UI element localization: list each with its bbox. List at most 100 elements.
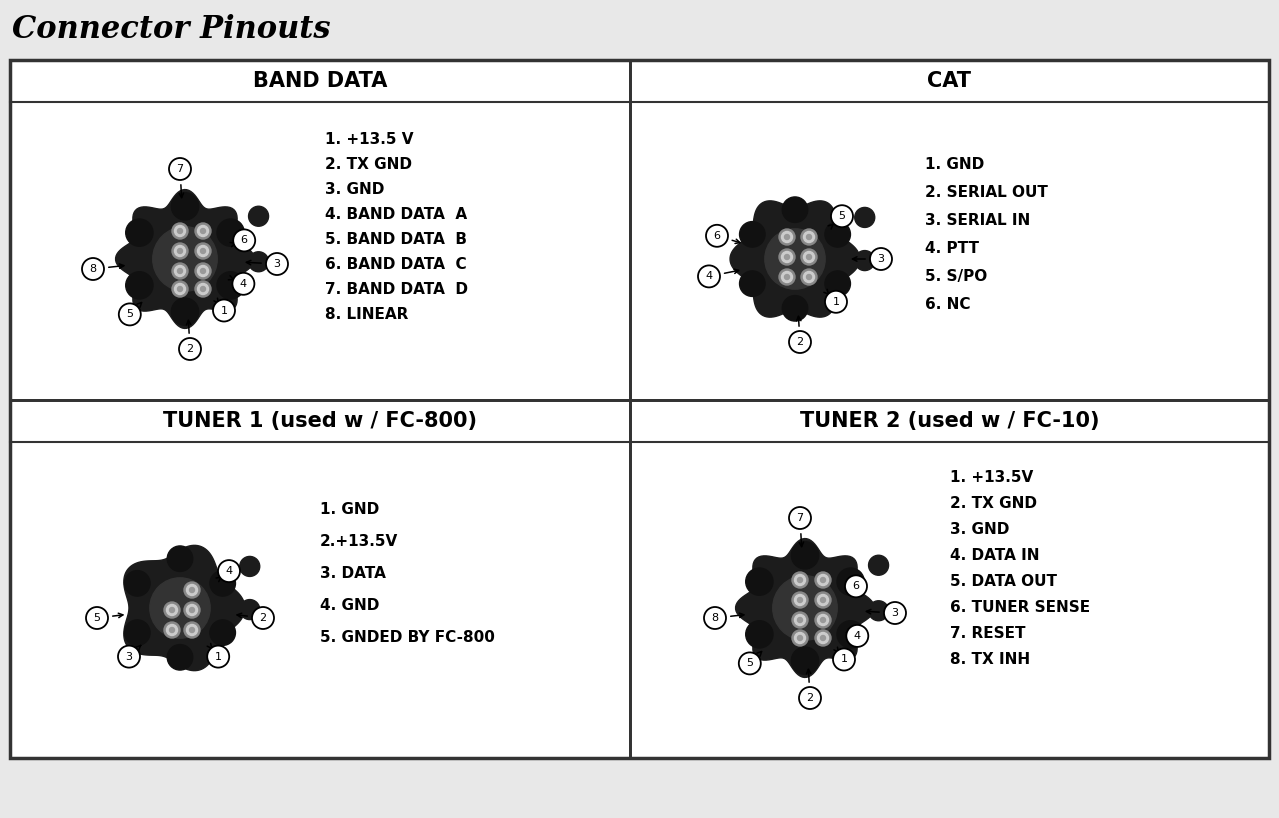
Text: 4: 4 (225, 566, 233, 576)
Text: 2. TX GND: 2. TX GND (325, 157, 412, 172)
Text: 8: 8 (711, 613, 719, 623)
Text: 4. DATA IN: 4. DATA IN (950, 548, 1040, 563)
Circle shape (187, 585, 197, 596)
Text: 8. LINEAR: 8. LINEAR (325, 307, 408, 322)
Circle shape (807, 275, 811, 280)
Text: 1. +13.5 V: 1. +13.5 V (325, 132, 413, 147)
Circle shape (798, 597, 802, 603)
Circle shape (86, 607, 107, 629)
Circle shape (207, 645, 229, 667)
Text: 2. SERIAL OUT: 2. SERIAL OUT (925, 185, 1048, 200)
Circle shape (792, 647, 819, 674)
Text: 3. DATA: 3. DATA (320, 566, 386, 581)
Circle shape (779, 269, 796, 285)
Text: 1: 1 (833, 297, 839, 307)
Circle shape (178, 228, 183, 233)
Circle shape (801, 249, 817, 265)
Circle shape (248, 252, 269, 272)
Text: 8. TX INH: 8. TX INH (950, 652, 1030, 667)
Circle shape (792, 572, 808, 588)
Circle shape (233, 229, 256, 251)
Circle shape (803, 272, 815, 282)
Circle shape (781, 272, 793, 282)
Text: 3: 3 (891, 608, 899, 618)
Text: 1. +13.5V: 1. +13.5V (950, 470, 1033, 485)
Circle shape (174, 226, 185, 236)
Circle shape (783, 197, 808, 222)
Circle shape (164, 602, 180, 618)
Bar (10, 60, 631, 400)
Circle shape (266, 253, 288, 275)
Circle shape (815, 592, 831, 608)
Circle shape (783, 295, 808, 321)
Circle shape (815, 612, 831, 628)
Circle shape (803, 251, 815, 263)
Text: 5: 5 (93, 613, 101, 623)
Text: 6. TUNER SENSE: 6. TUNER SENSE (950, 600, 1090, 615)
Circle shape (187, 605, 197, 615)
Circle shape (178, 286, 183, 291)
Circle shape (792, 542, 819, 569)
Circle shape (698, 265, 720, 287)
Circle shape (817, 614, 829, 626)
Text: 5. BAND DATA  B: 5. BAND DATA B (325, 232, 467, 247)
Text: 5: 5 (839, 211, 845, 221)
Circle shape (784, 275, 789, 280)
Text: 5: 5 (127, 309, 133, 319)
Bar (631, 60, 1269, 400)
Circle shape (166, 605, 178, 615)
Text: 3. GND: 3. GND (950, 522, 1009, 537)
Circle shape (789, 331, 811, 353)
Bar (10, 60, 1269, 758)
Circle shape (124, 620, 150, 645)
Text: 5. DATA OUT: 5. DATA OUT (950, 574, 1056, 589)
Text: 2: 2 (807, 693, 813, 703)
Circle shape (168, 546, 193, 572)
Circle shape (118, 645, 139, 667)
Circle shape (792, 612, 808, 628)
Circle shape (178, 268, 183, 273)
Circle shape (164, 622, 180, 638)
Circle shape (792, 592, 808, 608)
Circle shape (252, 607, 274, 629)
Text: TUNER 1 (used w / FC-800): TUNER 1 (used w / FC-800) (162, 411, 477, 431)
Polygon shape (115, 190, 255, 328)
Circle shape (739, 222, 765, 247)
Circle shape (868, 555, 889, 575)
Circle shape (124, 571, 150, 596)
Circle shape (170, 627, 174, 632)
Circle shape (801, 269, 817, 285)
Text: 4. GND: 4. GND (320, 598, 380, 613)
Circle shape (197, 226, 208, 236)
Circle shape (870, 248, 891, 270)
Text: 3. SERIAL IN: 3. SERIAL IN (925, 213, 1031, 228)
Circle shape (201, 249, 206, 254)
Circle shape (845, 575, 867, 597)
Circle shape (746, 568, 773, 596)
Circle shape (817, 574, 829, 586)
Text: 2: 2 (187, 344, 193, 354)
Text: 2: 2 (797, 337, 803, 347)
Text: 5. S/PO: 5. S/PO (925, 269, 987, 284)
Text: 5. GNDED BY FC-800: 5. GNDED BY FC-800 (320, 630, 495, 645)
Circle shape (794, 614, 806, 626)
Bar (631, 400, 1269, 758)
Text: BAND DATA: BAND DATA (253, 71, 388, 91)
Circle shape (847, 625, 868, 647)
Circle shape (854, 208, 875, 227)
Circle shape (210, 620, 235, 645)
Circle shape (178, 249, 183, 254)
Circle shape (197, 266, 208, 276)
Circle shape (821, 597, 825, 603)
Circle shape (210, 571, 235, 596)
Circle shape (152, 227, 217, 291)
Circle shape (817, 632, 829, 644)
Text: TUNER 2 (used w / FC-10): TUNER 2 (used w / FC-10) (799, 411, 1099, 431)
Circle shape (831, 205, 853, 227)
Text: 6: 6 (714, 231, 720, 240)
Circle shape (150, 578, 210, 638)
Circle shape (179, 338, 201, 360)
Circle shape (784, 254, 789, 259)
Circle shape (794, 632, 806, 644)
Text: 4: 4 (240, 279, 247, 289)
